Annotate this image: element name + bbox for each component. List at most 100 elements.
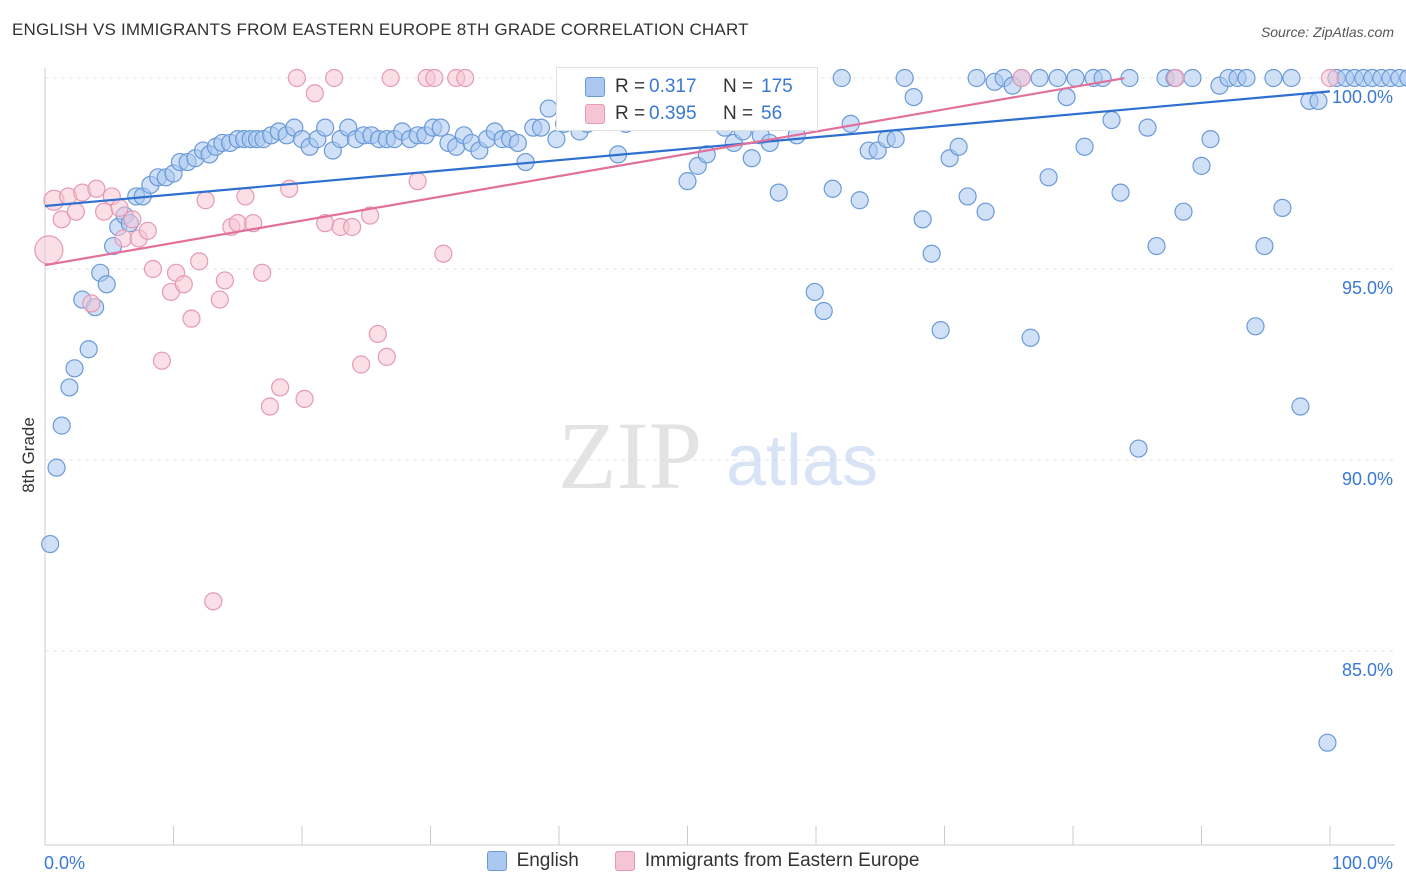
- english-point: [1183, 68, 1202, 88]
- english-point: [531, 118, 551, 137]
- english-point: [886, 130, 905, 149]
- y-tick-label: 100.0%: [1332, 87, 1393, 107]
- x-tick-label: 0.0%: [44, 853, 85, 873]
- english-point: [79, 340, 98, 359]
- immigrants-point: [174, 275, 193, 294]
- english-point: [1201, 130, 1220, 149]
- english-point: [1282, 68, 1301, 88]
- english-point: [1255, 236, 1274, 256]
- english-point: [41, 534, 60, 554]
- legend-item-immigrants[interactable]: Immigrants from Eastern Europe: [614, 850, 920, 872]
- immigrants-point: [152, 351, 172, 370]
- y-tick-label: 95.0%: [1342, 278, 1393, 298]
- series-english-points: [41, 68, 1406, 752]
- english-point: [47, 458, 66, 477]
- english-point: [958, 187, 977, 206]
- english-point: [1111, 183, 1130, 202]
- legend-label-immigrants: Immigrants from Eastern Europe: [644, 850, 920, 871]
- english-point: [976, 202, 995, 221]
- english-point: [316, 118, 335, 137]
- english-point: [1147, 236, 1166, 256]
- immigrants-point: [204, 592, 223, 611]
- english-point: [1399, 69, 1406, 87]
- n-label: N =: [723, 103, 754, 124]
- axes: [44, 68, 1395, 846]
- english-point: [1309, 91, 1328, 111]
- english-point: [814, 301, 833, 321]
- english-point: [742, 149, 761, 168]
- immigrants-point: [34, 235, 64, 265]
- english-point: [1246, 317, 1265, 336]
- immigrants-point: [1012, 68, 1031, 88]
- x-tick-label: 100.0%: [1332, 853, 1393, 873]
- trend-lines: [44, 77, 1331, 267]
- r-label: R =: [615, 103, 646, 124]
- english-point: [1129, 439, 1148, 458]
- english-point: [931, 321, 950, 340]
- immigrants-point: [123, 210, 142, 229]
- immigrants-point: [305, 84, 324, 103]
- english-point: [832, 68, 851, 88]
- n-value: 56: [761, 103, 783, 124]
- immigrants-point: [138, 221, 157, 240]
- immigrants-point: [82, 294, 101, 313]
- immigrants-point: [114, 229, 133, 248]
- english-swatch: [585, 77, 605, 97]
- english-point: [1291, 397, 1310, 416]
- english-point: [850, 191, 869, 210]
- english-point: [949, 137, 968, 156]
- english-point: [823, 179, 842, 198]
- english-point: [65, 359, 84, 378]
- legend-label-english: English: [516, 850, 579, 871]
- immigrants-point: [287, 68, 306, 88]
- r-label: R =: [615, 76, 646, 97]
- immigrants-point: [352, 355, 371, 374]
- immigrants-point: [87, 179, 106, 198]
- y-axis-label: 8th Grade: [19, 417, 38, 493]
- english-point: [1192, 156, 1211, 175]
- immigrants-point: [343, 217, 362, 237]
- immigrants-swatch: [585, 104, 605, 124]
- immigrants-point: [210, 290, 229, 309]
- immigrants-point: [196, 191, 215, 210]
- grid-lines: [45, 77, 1395, 652]
- immigrants-point: [215, 271, 234, 290]
- english-point: [904, 87, 923, 107]
- immigrants-point: [368, 324, 387, 344]
- stats-legend-box: R = 0.317 N = 175 R = 0.395 N = 56: [556, 67, 818, 131]
- legend-item-english[interactable]: English: [486, 850, 579, 872]
- english-point: [913, 210, 932, 229]
- immigrants-point: [190, 252, 209, 271]
- english-point: [1273, 198, 1292, 217]
- english-point: [678, 172, 697, 191]
- english-point: [1174, 202, 1193, 221]
- immigrants-point: [295, 389, 314, 408]
- stats-row-immigrants: R = 0.395 N = 56: [557, 101, 817, 127]
- watermark-atlas: atlas: [726, 421, 878, 501]
- english-point: [1039, 168, 1058, 187]
- n-label: N =: [723, 76, 754, 97]
- immigrants-point: [377, 347, 396, 366]
- immigrants-point: [66, 202, 85, 221]
- english-point: [1102, 110, 1121, 130]
- english-trend-line: [44, 90, 1331, 208]
- english-point: [547, 130, 566, 149]
- immigrants-point: [1320, 68, 1340, 88]
- immigrants-point: [52, 210, 71, 229]
- immigrants-point: [1166, 68, 1185, 88]
- english-point: [895, 68, 914, 88]
- english-point: [1138, 118, 1157, 137]
- english-point: [539, 99, 558, 118]
- immigrants-trend-line: [44, 77, 1125, 267]
- english-point: [508, 133, 527, 153]
- stats-row-english: R = 0.317 N = 175: [557, 74, 817, 100]
- english-point: [1030, 68, 1049, 88]
- immigrants-point: [434, 244, 453, 263]
- immigrants-point: [271, 378, 290, 397]
- y-tick-label: 90.0%: [1342, 469, 1393, 489]
- english-point: [805, 282, 824, 302]
- source-label: Source: ZipAtlas.com: [1260, 24, 1394, 40]
- english-point: [967, 68, 986, 88]
- immigrants-point: [381, 68, 400, 88]
- r-value: 0.317: [649, 76, 697, 97]
